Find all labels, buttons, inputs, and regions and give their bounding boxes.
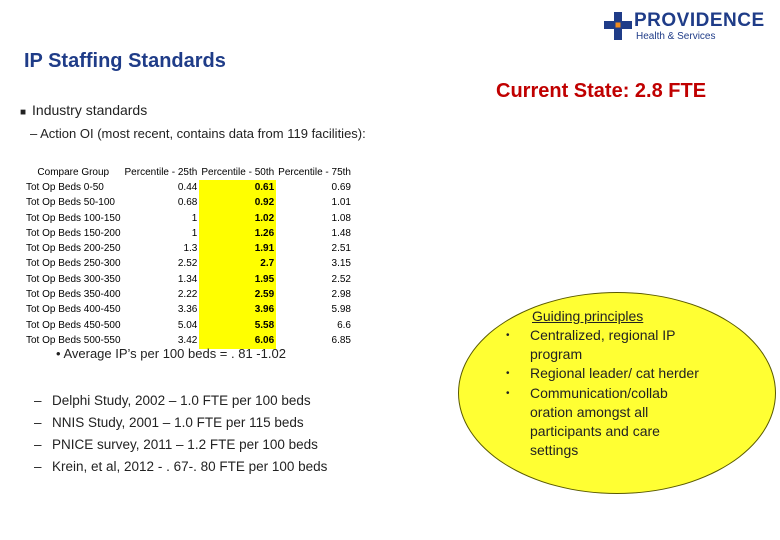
cell-group: Tot Op Beds 150-200 — [26, 227, 121, 239]
cell-group: Tot Op Beds 50-100 — [26, 197, 115, 209]
dot-bullet-icon: • — [506, 387, 510, 399]
cell-p75: 1.08 — [331, 212, 351, 224]
cell-p25: 3.42 — [177, 334, 198, 346]
cell-p25: 1 — [191, 227, 198, 239]
dot-bullet-icon: • — [506, 330, 510, 341]
cell-p50: 1.91 — [199, 241, 277, 257]
providence-cross-icon — [604, 12, 632, 40]
list-item: – NNIS Study, 2001 – 1.0 FTE per 115 beds — [34, 412, 327, 434]
cell-p75: 2.51 — [331, 243, 351, 255]
header-compare-group: Compare Group — [37, 166, 110, 178]
cell-p25: 1.34 — [177, 273, 198, 285]
reference-list: – Delphi Study, 2002 – 1.0 FTE per 100 be… — [34, 390, 327, 478]
slide-title: IP Staffing Standards — [24, 50, 226, 72]
table-row: Tot Op Beds 500-550 3.42 6.06 6.85 — [24, 333, 353, 349]
principle-text: Regional leader/ cat herder — [530, 365, 699, 382]
cell-p50: 6.06 — [199, 333, 277, 349]
table-row: Tot Op Beds 0-50 0.44 0.61 0.69 — [24, 180, 353, 196]
header-p25: Percentile - 25th — [124, 166, 198, 178]
cell-p75: 0.69 — [331, 181, 351, 193]
dash-bullet-icon: – — [34, 415, 42, 430]
table-row: Tot Op Beds 150-200 1 1.26 1.48 — [24, 226, 353, 242]
list-item: – Krein, et al, 2012 - . 67-. 80 FTE per … — [34, 456, 327, 478]
cell-p75: 2.98 — [331, 289, 351, 301]
cell-group: Tot Op Beds 350-400 — [26, 289, 121, 301]
cell-p50: 5.58 — [199, 317, 277, 334]
cell-group: Tot Op Beds 400-450 — [26, 304, 121, 316]
cell-p50: 1.95 — [199, 272, 277, 288]
cell-p25: 1 — [191, 212, 198, 224]
average-text: Average IP’s per 100 beds = . 81 -1.02 — [63, 346, 286, 361]
cell-p75: 6.85 — [331, 334, 351, 346]
cell-p75: 1.01 — [331, 197, 351, 209]
cell-p25: 3.36 — [177, 304, 198, 316]
cell-p50: 0.61 — [199, 180, 277, 196]
cell-p50: 1.26 — [199, 226, 277, 242]
cell-p25: 2.52 — [177, 258, 198, 270]
dash-bullet-icon: – — [34, 437, 42, 452]
cell-group: Tot Op Beds 450-500 — [26, 319, 121, 331]
list-item: • Communication/collab oration amongst al… — [506, 384, 706, 461]
dash-bullet-icon: – — [34, 459, 42, 474]
table-row: Tot Op Beds 300-350 1.34 1.95 2.52 — [24, 272, 353, 288]
cell-p25: 0.68 — [177, 197, 198, 209]
current-state: Current State: 2.8 FTE — [496, 80, 707, 102]
dot-bullet-icon: • — [56, 346, 64, 361]
cell-p75: 3.15 — [331, 258, 351, 270]
average-bullet: • Average IP’s per 100 beds = . 81 -1.02 — [56, 346, 286, 361]
cell-p50: 0.92 — [199, 195, 277, 211]
header-p75: Percentile - 75th — [278, 166, 351, 178]
logo-subtitle: Health & Services — [636, 31, 716, 42]
reference-text: PNICE survey, 2011 – 1.2 FTE per 100 bed… — [52, 437, 318, 452]
table-row: Tot Op Beds 400-450 3.36 3.96 5.98 — [24, 302, 353, 318]
list-item: • Centralized, regional IP program — [506, 326, 706, 364]
cell-group: Tot Op Beds 0-50 — [26, 181, 104, 193]
cell-p75: 5.98 — [331, 304, 351, 316]
cell-p50: 3.96 — [199, 302, 277, 318]
industry-bullet-text: Industry standards — [32, 102, 148, 118]
cell-p25: 1.3 — [183, 243, 198, 255]
principle-text: Centralized, regional IP program — [530, 327, 676, 363]
cell-p25: 5.04 — [177, 319, 198, 331]
dot-bullet-icon: • — [506, 368, 510, 380]
industry-bullet: ■ Industry standards — [20, 102, 147, 118]
list-item: – PNICE survey, 2011 – 1.2 FTE per 100 be… — [34, 434, 327, 456]
list-item: • Regional leader/ cat herder — [506, 364, 706, 383]
table-row: Tot Op Beds 350-400 2.22 2.59 2.98 — [24, 287, 353, 303]
cell-p25: 0.44 — [177, 181, 198, 193]
table-row: Tot Op Beds 200-250 1.3 1.91 2.51 — [24, 241, 353, 257]
guiding-principles-list: • Centralized, regional IP program • Regio… — [506, 326, 706, 460]
table-row: Tot Op Beds 100-150 1 1.02 1.08 — [24, 210, 353, 227]
staffing-table: Compare Group Percentile - 25th Percenti… — [24, 165, 353, 349]
dash-bullet-icon: – — [34, 393, 42, 408]
list-item: – Delphi Study, 2002 – 1.0 FTE per 100 be… — [34, 390, 327, 412]
logo-name: PROVIDENCE — [634, 10, 765, 31]
table-row: Tot Op Beds 50-100 0.68 0.92 1.01 — [24, 195, 353, 211]
cell-p75: 6.6 — [337, 319, 351, 331]
guiding-principles-title: Guiding principles — [532, 308, 644, 324]
cell-p50: 1.02 — [199, 210, 277, 227]
table-row: Tot Op Beds 250-300 2.52 2.7 3.15 — [24, 256, 353, 273]
header-p50: Percentile - 50th — [201, 166, 275, 178]
cell-group: Tot Op Beds 100-150 — [26, 212, 121, 224]
reference-text: Krein, et al, 2012 - . 67-. 80 FTE per 1… — [52, 459, 328, 474]
cell-p75: 2.52 — [331, 273, 351, 285]
cell-p50: 2.59 — [199, 287, 277, 303]
cell-group: Tot Op Beds 500-550 — [26, 334, 121, 346]
cell-p50: 2.7 — [199, 256, 277, 273]
action-oi-subbullet: – Action OI (most recent, contains data … — [30, 126, 366, 141]
table-header-row: Compare Group Percentile - 25th Percenti… — [24, 165, 353, 180]
reference-text: Delphi Study, 2002 – 1.0 FTE per 100 bed… — [52, 393, 311, 408]
principle-text: Communication/collab oration amongst all… — [530, 384, 668, 459]
table-row: Tot Op Beds 450-500 5.04 5.58 6.6 — [24, 317, 353, 334]
cell-group: Tot Op Beds 250-300 — [26, 258, 121, 270]
cell-group: Tot Op Beds 300-350 — [26, 273, 121, 285]
reference-text: NNIS Study, 2001 – 1.0 FTE per 115 beds — [52, 415, 304, 430]
cell-group: Tot Op Beds 200-250 — [26, 243, 121, 255]
cell-p75: 1.48 — [331, 227, 351, 239]
guiding-principles-ellipse — [458, 292, 776, 494]
square-bullet-icon: ■ — [20, 107, 27, 118]
cell-p25: 2.22 — [177, 289, 198, 301]
